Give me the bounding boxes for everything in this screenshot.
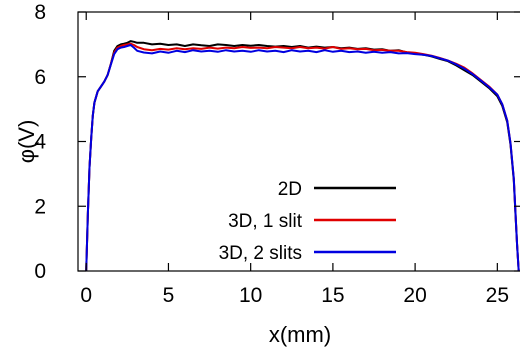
series-line-1	[85, 40, 520, 272]
y-tick-label: 4	[34, 131, 46, 154]
y-axis-label: φ(V)	[14, 120, 39, 164]
x-tick-label: 20	[403, 284, 426, 307]
x-tick-label: 10	[239, 284, 262, 307]
legend: 2D 3D, 1 slit 3D, 2 slits	[219, 179, 396, 264]
y-tick-label: 0	[34, 260, 46, 283]
legend-label-1: 2D	[278, 179, 302, 200]
y-tick-label: 6	[34, 66, 46, 89]
legend-label-3: 3D, 2 slits	[219, 243, 302, 264]
x-axis-label: x(mm)	[269, 322, 331, 347]
y-tick-label: 8	[34, 1, 46, 24]
legend-label-2: 3D, 1 slit	[228, 211, 303, 232]
y-tick-label: 2	[34, 195, 46, 218]
x-tick-label: 0	[80, 284, 92, 307]
x-tick-label: 5	[163, 284, 175, 307]
series-line-3	[85, 44, 520, 272]
series-group	[85, 40, 520, 272]
x-tick-label: 15	[321, 284, 344, 307]
x-tick-label: 25	[486, 284, 509, 307]
series-line-2	[85, 42, 520, 272]
ticks-group: 0 5 10 15 20 25 0 2 4 6 8	[34, 1, 520, 307]
